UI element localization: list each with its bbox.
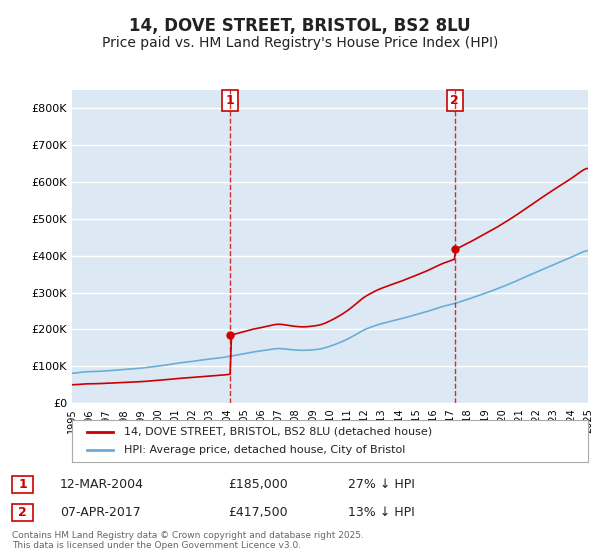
Text: 2: 2 <box>18 506 27 519</box>
Text: 27% ↓ HPI: 27% ↓ HPI <box>348 478 415 491</box>
Text: £417,500: £417,500 <box>228 506 287 519</box>
Text: Contains HM Land Registry data © Crown copyright and database right 2025.
This d: Contains HM Land Registry data © Crown c… <box>12 530 364 550</box>
Text: 13% ↓ HPI: 13% ↓ HPI <box>348 506 415 519</box>
Text: 14, DOVE STREET, BRISTOL, BS2 8LU: 14, DOVE STREET, BRISTOL, BS2 8LU <box>129 17 471 35</box>
Text: 14, DOVE STREET, BRISTOL, BS2 8LU (detached house): 14, DOVE STREET, BRISTOL, BS2 8LU (detac… <box>124 427 432 437</box>
Text: 1: 1 <box>18 478 27 491</box>
Text: Price paid vs. HM Land Registry's House Price Index (HPI): Price paid vs. HM Land Registry's House … <box>102 36 498 50</box>
Text: 1: 1 <box>226 94 235 107</box>
Text: 2: 2 <box>451 94 459 107</box>
Text: £185,000: £185,000 <box>228 478 288 491</box>
Text: 07-APR-2017: 07-APR-2017 <box>60 506 141 519</box>
Text: 12-MAR-2004: 12-MAR-2004 <box>60 478 144 491</box>
Text: HPI: Average price, detached house, City of Bristol: HPI: Average price, detached house, City… <box>124 445 405 455</box>
